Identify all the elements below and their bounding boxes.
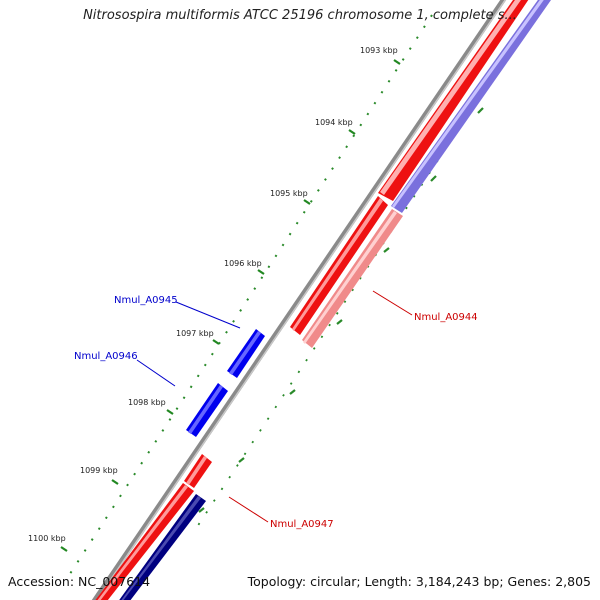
backbone (91, 0, 507, 600)
tick-mark-1096 (257, 269, 265, 275)
tick-label-1098: 1098 kbp (128, 398, 166, 407)
tick-label-1093: 1093 kbp (360, 46, 398, 55)
tick-mark-1094 (348, 129, 356, 135)
tick-mark-1093 (393, 59, 401, 65)
tick-mark-1099 (111, 479, 119, 485)
cds-reverse-upper (378, 0, 529, 201)
cds-reverse-light (302, 209, 403, 348)
callout-line-Nmul_A0946 (136, 359, 176, 387)
gene-label-Nmul_A0947[interactable]: Nmul_A0947 (270, 519, 334, 530)
accession-label: Accession: NC_007614 (8, 574, 151, 589)
tick-label-1094: 1094 kbp (315, 118, 353, 127)
tick-label-1095: 1095 kbp (270, 189, 308, 198)
gene-label-Nmul_A0946[interactable]: Nmul_A0946 (74, 351, 138, 362)
map-title: Nitrosospira multiformis ATCC 25196 chro… (83, 8, 517, 23)
tick-label-1100: 1100 kbp (28, 534, 66, 543)
callout-line-Nmul_A0945 (175, 301, 241, 329)
tick-label-1099: 1099 kbp (80, 466, 118, 475)
gene-label-Nmul_A0945[interactable]: Nmul_A0945 (114, 295, 178, 306)
tick-mark-1098 (166, 409, 174, 415)
tick-mark-1100 (60, 546, 68, 552)
major-ticks (60, 59, 401, 552)
gene-label-Nmul_A0944[interactable]: Nmul_A0944 (414, 312, 478, 323)
tick-mark-1097 (212, 339, 220, 345)
tick-mark-1095 (303, 199, 311, 205)
cds-forward-upper (391, 0, 552, 213)
tick-label-1097: 1097 kbp (176, 329, 214, 338)
callout-line-Nmul_A0947 (228, 496, 269, 523)
callout-line-Nmul_A0944 (372, 290, 413, 316)
genome-summary-label: Topology: circular; Length: 3,184,243 bp… (247, 574, 591, 589)
tick-label-1096: 1096 kbp (224, 259, 262, 268)
tick-ring (65, 14, 433, 581)
